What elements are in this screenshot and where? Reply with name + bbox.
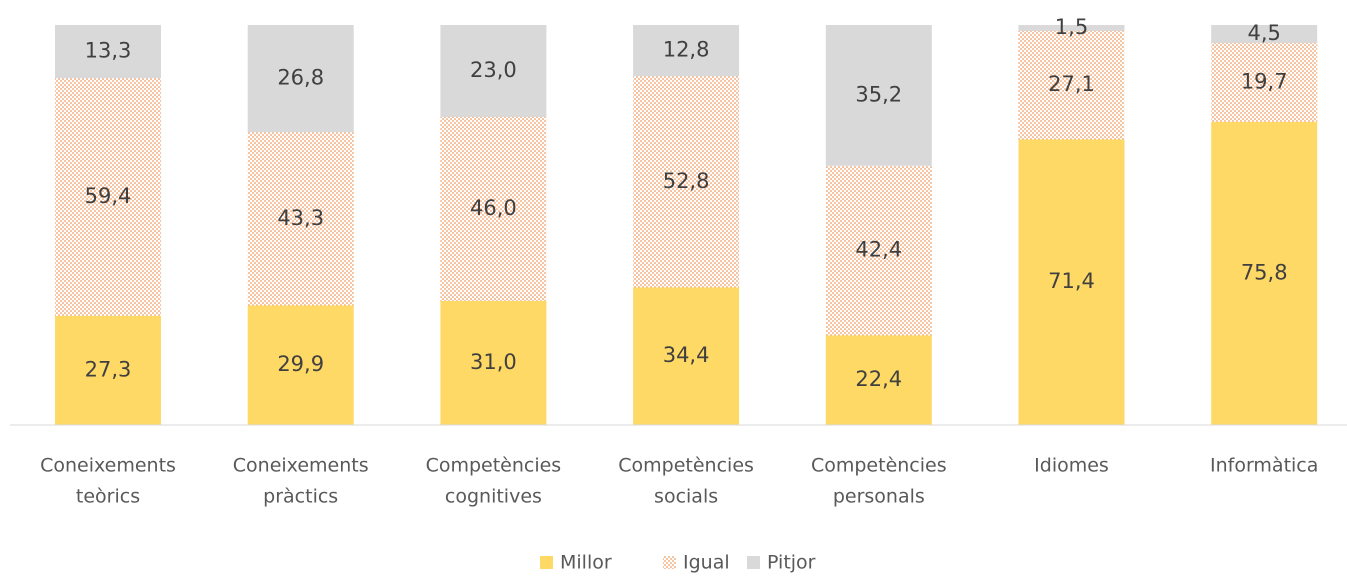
bar-segment [825,335,932,425]
data-label: 42,4 [855,238,902,262]
x-tick-label: Informàtica [1210,455,1318,477]
data-label: 43,3 [277,206,324,230]
bar-segment [633,287,740,425]
x-tick-label: Competències [618,455,754,477]
bar-segment [1211,121,1318,426]
x-tick-label: pràctics [263,486,338,508]
bar-segment [440,301,547,425]
data-label: 59,4 [85,184,132,208]
legend-swatch [540,556,553,569]
legend-swatch [747,556,760,569]
data-label: 46,0 [470,196,517,220]
data-label: 19,7 [1241,69,1288,93]
data-label: 22,4 [855,367,902,391]
x-tick-label: Competències [811,455,947,477]
bar-segment [247,132,354,306]
data-label: 23,0 [470,58,517,82]
bar-segment [1211,43,1318,122]
x-tick-label: Coneixements [40,455,176,477]
bar-segment [1018,25,1125,31]
bar-segment [55,315,161,425]
data-label: 27,3 [85,357,132,381]
bar-segment [55,78,161,316]
bar-segment [247,25,354,133]
data-label: 26,8 [277,66,324,90]
x-tick-label: cognitives [445,486,542,508]
x-tick-label: teòrics [76,486,140,508]
bar-segment [247,305,354,425]
x-tick-label: personals [833,486,925,508]
bar-segment [1211,25,1318,43]
x-tick-label: Competències [426,455,562,477]
bar-segment [1018,31,1125,140]
bar-segment [440,25,547,117]
legend-label: Millor [560,552,612,574]
legend-swatch [663,556,676,569]
data-label: 13,3 [85,39,132,63]
bar-segment [825,25,932,166]
x-tick-label: socials [654,486,718,508]
bar-segment [633,76,740,288]
bar-segment [825,165,932,336]
data-label: 1,5 [1055,15,1088,39]
data-label: 4,5 [1247,21,1280,45]
bar-segment [633,25,740,77]
data-label: 34,4 [663,343,710,367]
data-label: 75,8 [1241,260,1288,284]
data-label: 12,8 [663,38,710,62]
legend-label: Pitjor [767,552,816,574]
x-tick-label: Idiomes [1034,455,1109,477]
data-label: 31,0 [470,350,517,374]
bar-segment [1018,139,1125,425]
data-label: 71,4 [1048,269,1095,293]
data-label: 29,9 [277,352,324,376]
bar-segment [440,117,547,301]
legend-label: Igual [683,552,730,574]
data-label: 27,1 [1048,72,1095,96]
data-label: 52,8 [663,169,710,193]
x-tick-label: Coneixements [233,455,369,477]
data-label: 35,2 [855,82,902,106]
bar-segment [55,25,161,79]
